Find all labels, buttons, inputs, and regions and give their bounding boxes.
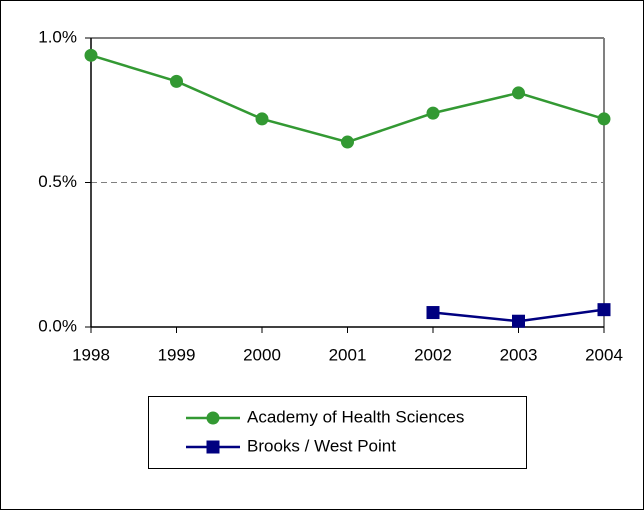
y-tick-label: 1.0% <box>38 27 77 46</box>
data-point <box>426 306 440 320</box>
x-tick-label: 2002 <box>414 345 452 364</box>
legend-label: Academy of Health Sciences <box>247 407 464 426</box>
legend-marker <box>206 411 220 425</box>
data-point <box>341 135 354 149</box>
data-point <box>255 112 269 126</box>
legend-label: Brooks / West Point <box>247 436 396 455</box>
data-point <box>597 112 611 126</box>
x-tick-label: 2003 <box>500 345 538 364</box>
x-tick-label: 2000 <box>243 345 281 364</box>
data-point <box>512 314 525 328</box>
data-point <box>426 106 440 120</box>
data-point <box>170 74 183 88</box>
y-tick-label: 0.5% <box>38 172 77 191</box>
x-tick-label: 1999 <box>158 345 196 364</box>
legend-marker <box>206 440 220 454</box>
x-tick-label: 2001 <box>329 345 367 364</box>
data-point <box>597 303 611 317</box>
x-tick-label: 2004 <box>585 345 623 364</box>
legend-box <box>148 396 527 469</box>
x-tick-label: 1998 <box>72 345 110 364</box>
y-tick-label: 0.0% <box>38 316 77 335</box>
data-point <box>84 48 98 62</box>
data-point <box>512 86 525 100</box>
